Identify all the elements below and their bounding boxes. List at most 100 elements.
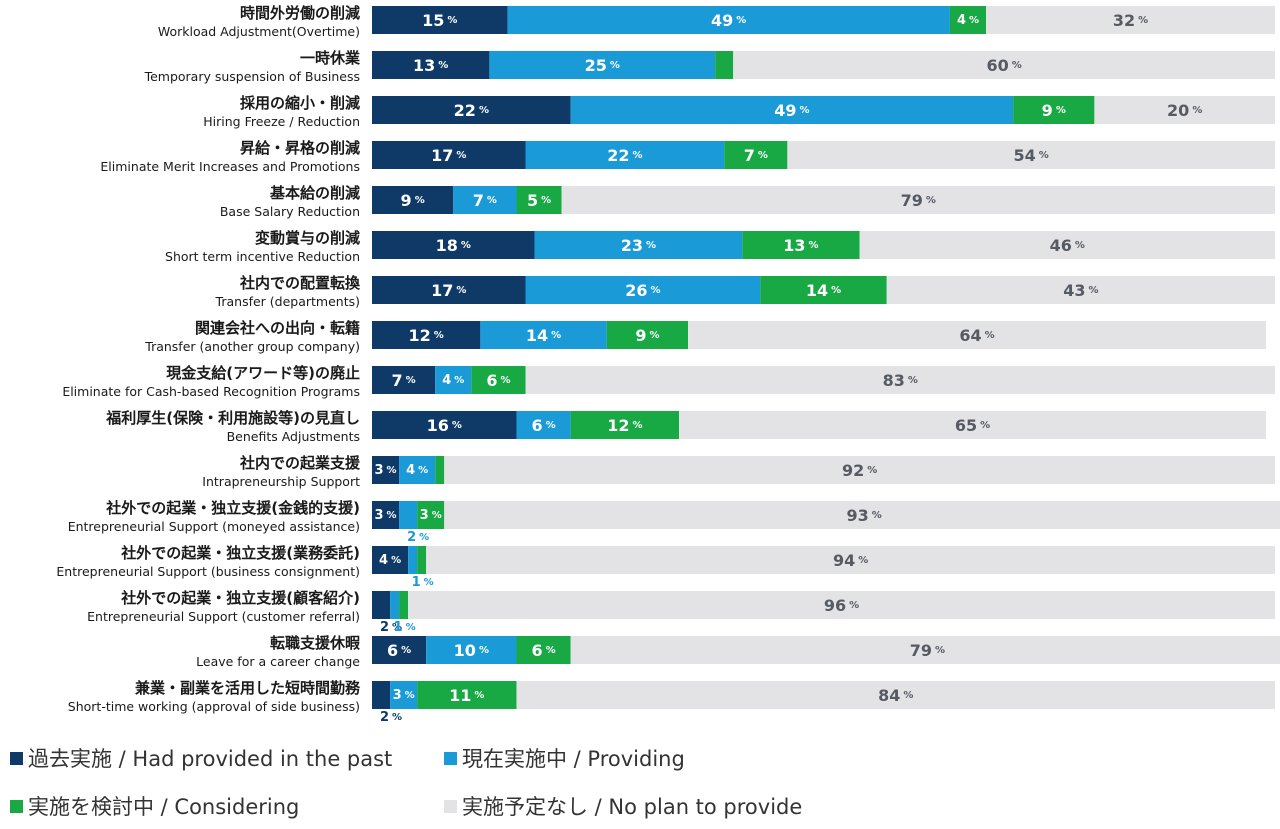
bar-segment <box>480 321 607 349</box>
bar-row: 社内での配置転換 Transfer (departments) 17% 26% 14% 4… <box>215 274 1275 309</box>
category-label-jp: 社外での起業・独立支援(業務委託) <box>120 544 360 562</box>
category-label-en: Transfer (another group company) <box>144 339 360 354</box>
category-label-jp: 採用の縮小・削減 <box>240 94 360 112</box>
data-label: 7% <box>744 146 768 165</box>
category-label-en: Entrepreneurial Support (customer referr… <box>87 609 360 624</box>
data-label: 79% <box>910 641 945 660</box>
bar-segment <box>525 366 1275 394</box>
legend-swatch <box>10 752 23 765</box>
data-label: 43% <box>1063 281 1098 300</box>
legend-item: 過去実施 / Had provided in the past <box>10 747 392 771</box>
legend-swatch <box>444 800 457 813</box>
category-label-en: Base Salary Reduction <box>220 204 360 219</box>
bar-row: 現金支給(アワード等)の廃止 Eliminate for Cash-based R… <box>62 364 1275 399</box>
bar-segment <box>760 276 887 304</box>
bar-segment <box>417 681 517 709</box>
data-label: 18% <box>436 236 471 255</box>
data-label: 6% <box>387 641 411 660</box>
data-label: 26% <box>625 281 660 300</box>
bar-segment <box>516 681 1275 709</box>
data-label: 4% <box>406 463 428 478</box>
bar-segment <box>570 636 1280 664</box>
legend-label: 過去実施 / Had provided in the past <box>28 747 392 771</box>
bar-segment <box>372 546 409 574</box>
category-label-en: Hiring Freeze / Reduction <box>203 114 360 129</box>
bar-segment <box>372 636 427 664</box>
data-label: 3% <box>375 463 397 478</box>
bar-segment <box>570 96 1014 124</box>
data-label: 1% <box>412 575 434 590</box>
category-label-en: Entrepreneurial Support (business consig… <box>56 564 360 579</box>
bar-segment <box>390 681 418 709</box>
data-label: 4% <box>957 13 979 28</box>
bar-segment <box>372 141 526 169</box>
category-label-jp: 昇給・昇格の削減 <box>240 139 360 157</box>
bar-row: 関連会社への出向・転籍 Transfer (another group compa… <box>144 319 1266 354</box>
data-label: 22% <box>454 101 489 120</box>
data-label: 12% <box>409 326 444 345</box>
legend-item: 実施を検討中 / Considering <box>10 795 299 819</box>
category-label-en: Transfer (departments) <box>215 294 360 309</box>
data-label: 2% <box>407 530 429 545</box>
bar-segment <box>372 6 508 34</box>
bar-segment <box>399 591 409 619</box>
data-label: 16% <box>427 416 462 435</box>
category-label-jp: 現金支給(アワード等)の廃止 <box>166 364 360 382</box>
bar-segment <box>606 321 689 349</box>
data-label: 23% <box>621 236 656 255</box>
data-label: 4% <box>379 553 401 568</box>
data-label: 54% <box>1014 146 1049 165</box>
legend-label: 現在実施中 / Providing <box>462 747 685 771</box>
bar-segment <box>733 51 1275 79</box>
bar-segment <box>859 231 1275 259</box>
bar-segment <box>444 456 1275 484</box>
data-label: 4% <box>442 373 464 388</box>
bar-segment <box>372 456 400 484</box>
bar-segment <box>561 186 1275 214</box>
data-label: 13% <box>413 56 448 75</box>
bar-segment <box>534 231 743 259</box>
data-label: 25% <box>585 56 620 75</box>
bar-segment <box>435 456 445 484</box>
data-label: 9% <box>635 326 659 345</box>
bar-segment <box>372 411 517 439</box>
category-label-jp: 社内での起業支援 <box>239 454 361 472</box>
bar-segment <box>949 6 987 34</box>
category-label-jp: 社外での起業・独立支援(金銭的支援) <box>105 499 360 517</box>
category-label-en: Intrapreneurship Support <box>202 474 360 489</box>
data-label: 9% <box>401 191 425 210</box>
bar-segment <box>372 96 571 124</box>
category-label-jp: 兼業・副業を活用した短時間勤務 <box>135 679 361 697</box>
bar-row: 時間外労働の削減 Workload Adjustment(Overtime) 15%… <box>158 4 1275 39</box>
data-label: 49% <box>774 101 809 120</box>
bar-segment <box>399 501 418 529</box>
bar-segment <box>724 141 788 169</box>
bar-row: 転職支援休暇 Leave for a career change 6% 10% 6% 79… <box>196 634 1280 669</box>
bar-segment <box>516 411 571 439</box>
data-label: 93% <box>846 506 881 525</box>
legend-item: 現在実施中 / Providing <box>444 747 685 771</box>
bar-segment <box>426 636 517 664</box>
legend-label: 実施予定なし / No plan to provide <box>462 795 802 819</box>
category-label-en: Temporary suspension of Business <box>144 69 360 84</box>
data-label: 32% <box>1113 11 1148 30</box>
bar-segment <box>417 546 427 574</box>
bar-segment <box>1094 96 1275 124</box>
category-label-en: Short-time working (approval of side bus… <box>68 699 360 714</box>
data-label: 11% <box>449 686 484 705</box>
category-label-en: Leave for a career change <box>196 654 360 669</box>
category-label-jp: 社内での配置転換 <box>239 274 361 292</box>
bar-segment <box>408 546 418 574</box>
data-label: 46% <box>1050 236 1085 255</box>
bar-segment <box>426 546 1275 574</box>
data-label: 92% <box>842 461 877 480</box>
data-label: 6% <box>486 371 510 390</box>
data-label: 84% <box>878 686 913 705</box>
category-label-en: Eliminate Merit Increases and Promotions <box>100 159 360 174</box>
data-label: 15% <box>422 11 457 30</box>
category-label-jp: 変動賞与の削減 <box>255 229 360 247</box>
data-label: 17% <box>431 146 466 165</box>
data-label: 20% <box>1167 101 1202 120</box>
